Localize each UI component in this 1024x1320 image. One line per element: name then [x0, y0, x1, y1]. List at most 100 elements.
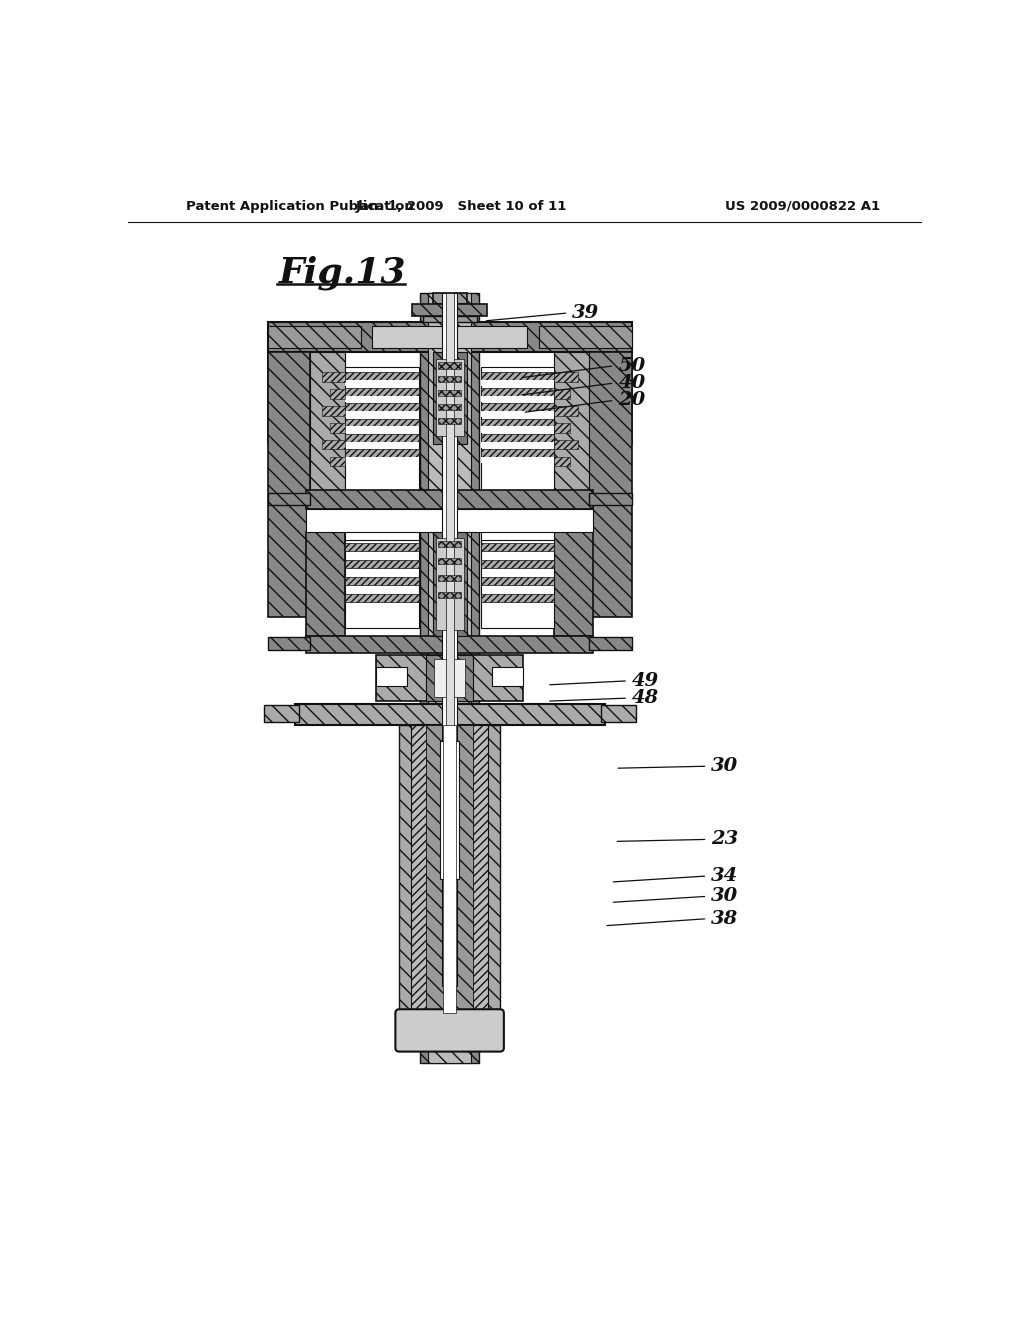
Bar	[480, 540, 554, 628]
Bar	[345, 418, 419, 426]
Bar	[345, 457, 419, 463]
Text: 30: 30	[712, 887, 738, 906]
Text: Jan. 1, 2009   Sheet 10 of 11: Jan. 1, 2009 Sheet 10 of 11	[355, 199, 567, 213]
Bar	[322, 372, 345, 381]
Text: 50: 50	[618, 356, 646, 375]
Bar	[267, 322, 632, 351]
Bar	[413, 304, 486, 317]
Bar	[589, 494, 632, 504]
Bar	[310, 351, 345, 616]
Bar	[539, 326, 632, 348]
Bar	[554, 351, 589, 616]
Bar	[345, 594, 419, 602]
Bar	[372, 326, 527, 348]
Bar	[345, 372, 419, 380]
Bar	[438, 418, 461, 424]
Bar	[267, 351, 306, 444]
Bar	[345, 434, 419, 442]
Bar	[480, 367, 554, 601]
Text: 39: 39	[572, 304, 600, 322]
Bar	[480, 544, 554, 552]
Bar	[420, 293, 479, 1063]
Bar	[440, 741, 459, 879]
Bar	[480, 426, 554, 433]
Text: 20: 20	[618, 391, 646, 409]
Bar	[435, 539, 464, 630]
Bar	[399, 725, 500, 1014]
Bar	[345, 380, 419, 387]
Bar	[554, 441, 578, 449]
Bar	[438, 404, 461, 411]
Bar	[432, 532, 467, 636]
Bar	[554, 389, 569, 399]
Bar	[601, 705, 636, 722]
Bar	[480, 434, 554, 442]
Bar	[345, 411, 419, 417]
Bar	[345, 560, 419, 568]
Bar	[345, 367, 419, 601]
Bar	[480, 449, 554, 457]
Bar	[445, 293, 454, 986]
Bar	[330, 389, 345, 399]
Text: 38: 38	[712, 909, 738, 928]
Bar	[345, 442, 419, 447]
Bar	[432, 351, 467, 444]
Bar	[345, 540, 419, 628]
Bar	[306, 636, 593, 653]
Bar	[376, 667, 407, 686]
Bar	[435, 359, 464, 436]
Bar	[480, 560, 554, 568]
Bar	[480, 577, 554, 585]
Bar	[493, 667, 523, 686]
Bar	[480, 388, 554, 396]
Bar	[306, 490, 593, 508]
Bar	[411, 725, 488, 1014]
Text: Fig.13: Fig.13	[280, 255, 407, 289]
Text: 34: 34	[712, 867, 738, 884]
Bar	[554, 407, 578, 416]
Bar	[480, 442, 554, 447]
Bar	[480, 372, 554, 380]
Text: 40: 40	[618, 374, 646, 392]
Bar	[345, 577, 419, 585]
Bar	[345, 426, 419, 433]
Bar	[345, 544, 419, 552]
Bar	[480, 418, 554, 426]
Bar	[306, 508, 593, 532]
Bar	[480, 457, 554, 463]
Text: 30: 30	[712, 758, 738, 775]
Bar	[345, 396, 419, 401]
Text: 23: 23	[712, 830, 738, 849]
Bar	[322, 441, 345, 449]
Bar	[480, 411, 554, 417]
Bar	[438, 591, 461, 598]
Text: 48: 48	[632, 689, 659, 708]
Bar	[438, 376, 461, 383]
Bar	[438, 363, 461, 368]
Bar	[432, 293, 467, 304]
Bar	[589, 351, 632, 616]
Bar	[480, 404, 554, 411]
Bar	[589, 638, 632, 649]
Bar	[306, 532, 345, 636]
Bar	[480, 594, 554, 602]
Bar	[345, 404, 419, 411]
Bar	[443, 725, 456, 1014]
Bar	[345, 449, 419, 457]
Bar	[267, 326, 360, 348]
Bar	[267, 351, 310, 616]
Bar	[423, 317, 477, 322]
Bar	[345, 388, 419, 396]
Bar	[554, 457, 569, 466]
Bar	[554, 424, 569, 433]
Bar	[376, 655, 523, 701]
Text: 49: 49	[632, 672, 659, 690]
Bar	[267, 638, 310, 649]
Bar	[295, 704, 604, 725]
Bar	[322, 407, 345, 416]
Bar	[434, 659, 465, 697]
Bar	[438, 558, 461, 564]
Bar	[554, 532, 593, 636]
Bar	[267, 494, 310, 504]
Bar	[263, 705, 299, 722]
